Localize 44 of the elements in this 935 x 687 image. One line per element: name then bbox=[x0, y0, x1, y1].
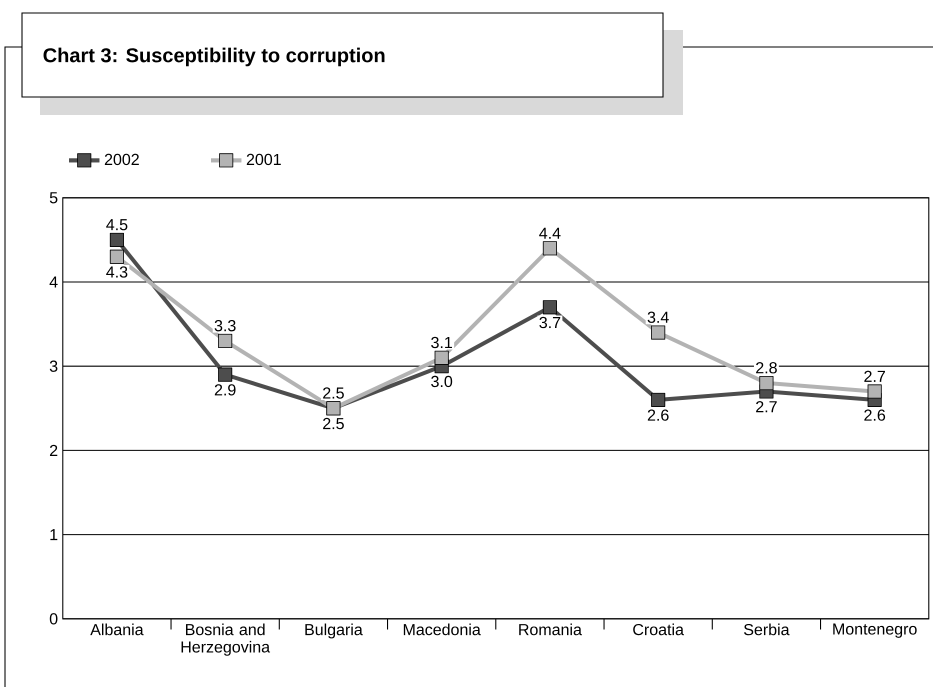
point bbox=[542, 300, 557, 314]
y-tick-label: 2 bbox=[50, 444, 58, 456]
data-label: 4.3 bbox=[106, 266, 128, 278]
point bbox=[218, 334, 232, 348]
data-label: 2.8 bbox=[756, 362, 777, 374]
x-tick-label: Romania bbox=[519, 624, 582, 636]
point bbox=[218, 368, 232, 382]
x-tick-label: Bosnia and Herzegovina bbox=[182, 624, 270, 656]
data-label: 2.5 bbox=[323, 418, 344, 430]
x-tick-label: Serbia bbox=[744, 624, 790, 636]
data-label: 2.7 bbox=[864, 370, 885, 382]
data-label: 3.1 bbox=[431, 336, 452, 348]
y-tick-label: 4 bbox=[50, 276, 58, 288]
data-label: 3.0 bbox=[431, 376, 452, 388]
legend-label: 2001 bbox=[246, 154, 281, 166]
point bbox=[110, 232, 124, 247]
data-label: 4.4 bbox=[539, 228, 561, 239]
x-tick-label: Bulgaria bbox=[305, 624, 363, 638]
data-label: 2.6 bbox=[864, 409, 886, 421]
data-label: 2.7 bbox=[756, 401, 777, 412]
x-tick-label: Croatia bbox=[633, 624, 684, 636]
data-label: 2.6 bbox=[648, 409, 669, 421]
y-tick-label: 5 bbox=[50, 192, 58, 204]
y-tick-label: 0 bbox=[50, 613, 58, 624]
data-label: 2.9 bbox=[214, 384, 236, 396]
x-tick-label: Montenegro bbox=[833, 624, 917, 638]
data-label: 3.4 bbox=[648, 312, 669, 323]
legend-label: 2002 bbox=[104, 154, 139, 166]
data-label: 4.5 bbox=[106, 219, 128, 230]
point bbox=[759, 376, 774, 390]
y-tick-label: 1 bbox=[50, 529, 58, 540]
data-label: 3.3 bbox=[214, 320, 236, 332]
point bbox=[651, 392, 666, 407]
point bbox=[868, 384, 882, 399]
data-label: 3.7 bbox=[539, 316, 560, 328]
point bbox=[542, 241, 557, 256]
point bbox=[651, 325, 666, 340]
point bbox=[434, 350, 449, 365]
data-label: 2.5 bbox=[323, 387, 344, 399]
chart-title: Chart 3: Susceptibility to corruption bbox=[44, 48, 384, 66]
point bbox=[110, 250, 124, 264]
x-tick-label: Macedonia bbox=[404, 624, 481, 636]
x-tick-label: Albania bbox=[90, 624, 144, 636]
y-tick-label: 3 bbox=[50, 360, 58, 372]
